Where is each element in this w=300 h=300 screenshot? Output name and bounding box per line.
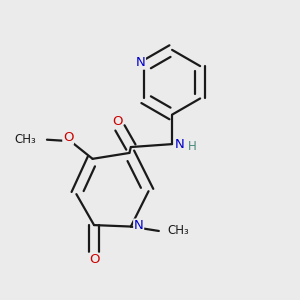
Text: CH₃: CH₃ [168,224,189,238]
Text: N: N [136,56,146,69]
Text: N: N [134,219,144,232]
Text: O: O [112,115,122,128]
Text: O: O [89,253,99,266]
Text: H: H [188,140,196,153]
Text: O: O [63,131,74,144]
Text: N: N [174,138,184,151]
Text: CH₃: CH₃ [14,133,36,146]
